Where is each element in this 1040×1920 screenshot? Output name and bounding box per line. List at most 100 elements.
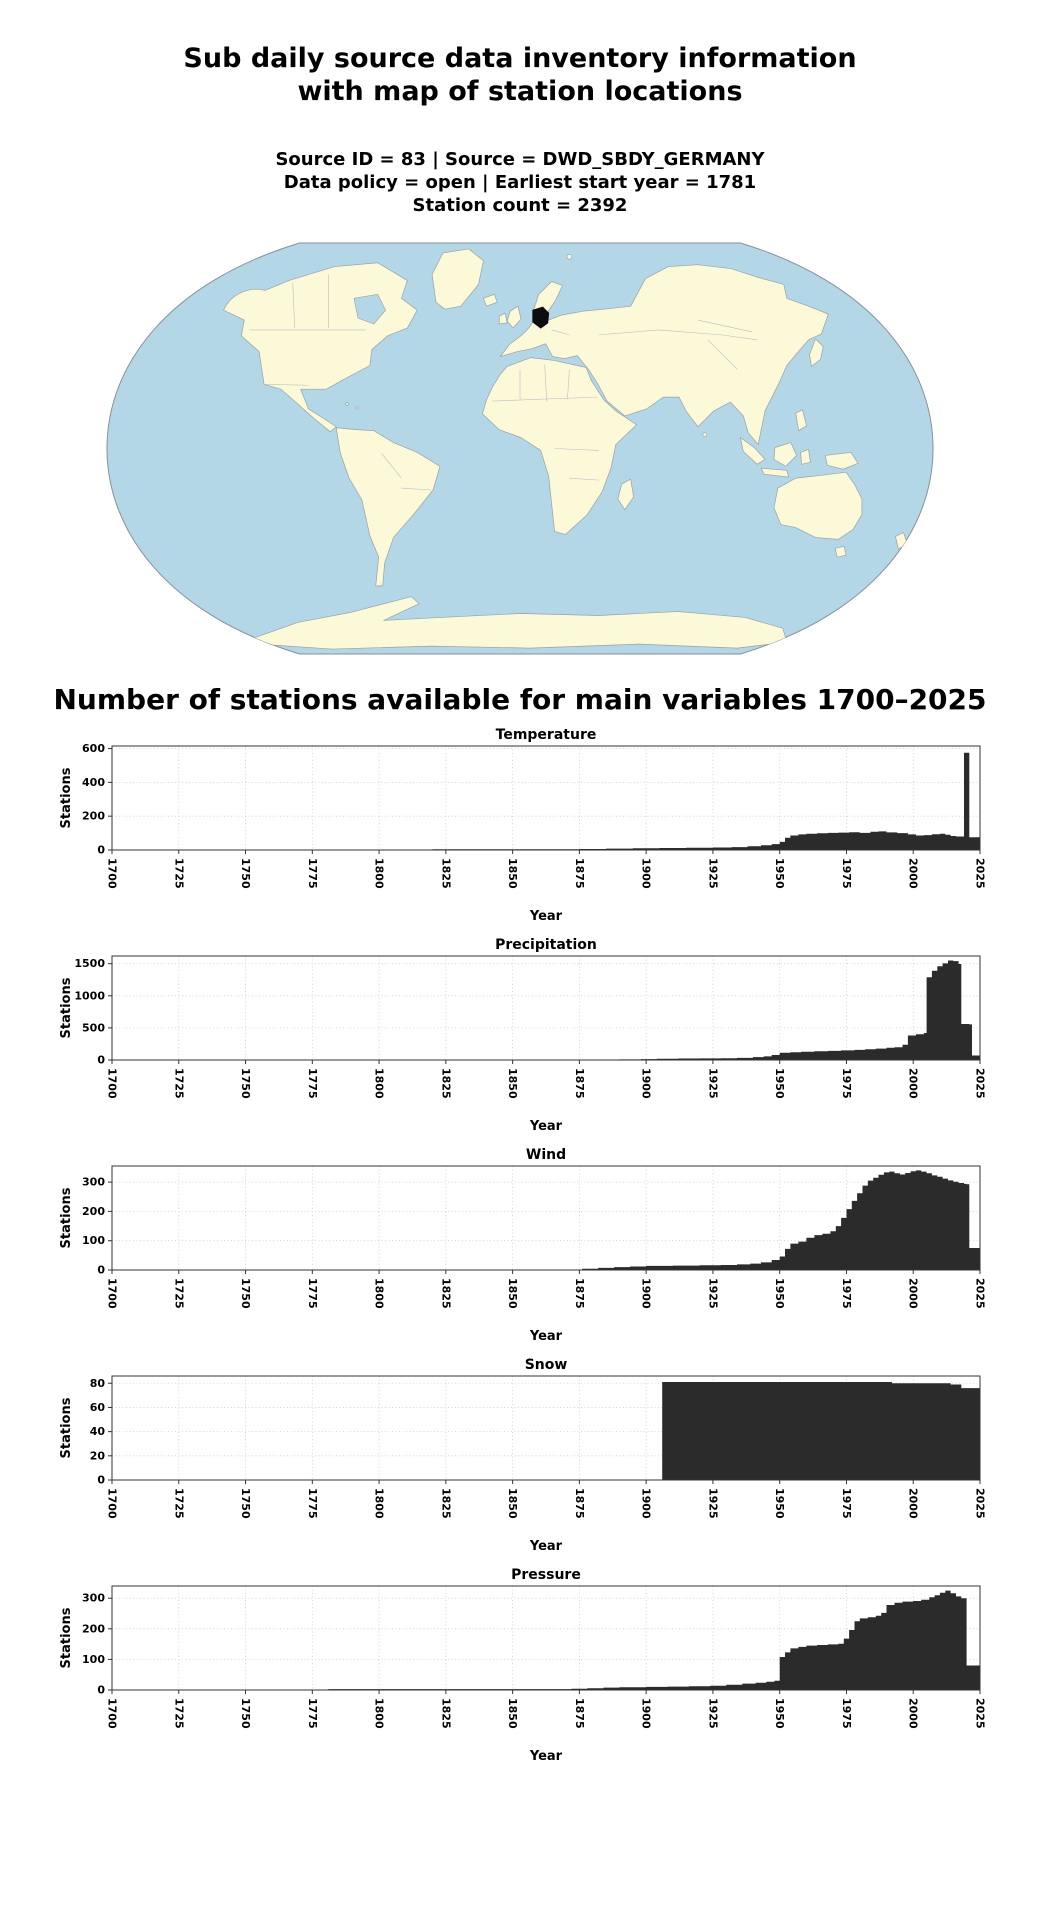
x-tick-label: 1800 [373, 1278, 386, 1309]
chart-title: Pressure [511, 1567, 581, 1583]
y-tick-label: 500 [82, 1021, 105, 1034]
gridlines [111, 956, 981, 1061]
y-axis-label: Stations [59, 1397, 74, 1458]
country-borders [249, 274, 758, 491]
chart-precipitation: Precipitation 0 500 1000 1500 1700 1725 1750 177… [59, 937, 987, 1134]
chart-wind: Wind 0 100 200 300 1700 1725 1750 1775 1800 1825 18… [59, 1147, 987, 1344]
y-tick-label: 1000 [74, 989, 105, 1002]
y-tick-label: 20 [90, 1449, 106, 1462]
island-madagascar [617, 478, 634, 511]
y-axis-label: Stations [59, 977, 74, 1038]
x-tick-label: 1900 [640, 1278, 653, 1309]
y-tick-label: 0 [97, 844, 105, 857]
chart-title: Snow [525, 1357, 568, 1373]
x-tick-label: 1975 [840, 1698, 853, 1729]
x-tick-label: 2025 [974, 1698, 987, 1729]
y-tick-label: 0 [97, 1054, 105, 1067]
x-tick-label: 1750 [239, 1278, 252, 1309]
island-iceland [483, 294, 498, 307]
island-java [760, 467, 790, 478]
x-tick-label: 1975 [840, 1278, 853, 1309]
island-philippines [795, 409, 807, 432]
island-great-britain [506, 305, 522, 329]
chart-title: Precipitation [495, 937, 597, 953]
y-tick-label: 0 [97, 1474, 105, 1487]
x-tick-label: 2025 [974, 1278, 987, 1309]
x-tick-label: 1725 [172, 1068, 185, 1099]
x-tick-label: 1975 [840, 858, 853, 889]
y-tick-label: 80 [90, 1377, 106, 1390]
x-tick-label: 1750 [239, 1488, 252, 1519]
figure-header: Sub daily source data inventory informat… [0, 42, 1040, 217]
y-tick-label: 200 [82, 1205, 105, 1218]
data-policy-line: Data policy = open | Earliest start year… [283, 172, 757, 193]
y-tick-label: 1500 [74, 957, 105, 970]
x-axis-label: Year [529, 1119, 563, 1134]
hudson-bay [353, 294, 386, 325]
source-summary: Source ID = 83 | Source = DWD_SBDY_GERMA… [0, 148, 1040, 217]
x-tick-label: 1950 [773, 858, 786, 889]
x-tick-label: 1875 [573, 1488, 586, 1519]
x-tick-label: 1900 [640, 1488, 653, 1519]
x-tick-label: 1800 [373, 858, 386, 889]
island-svalbard [566, 254, 573, 260]
island-tasmania [834, 545, 847, 558]
page-title-line2: with map of station locations [297, 76, 743, 107]
x-tick-label: 1875 [573, 1278, 586, 1309]
island-sumatra [739, 437, 766, 465]
page-title: Sub daily source data inventory informat… [0, 42, 1040, 108]
x-tick-label: 1725 [172, 1278, 185, 1309]
page-title-line1: Sub daily source data inventory informat… [183, 43, 857, 74]
world-map-robinson [106, 242, 934, 655]
island-caribbean-1 [345, 402, 349, 406]
island-ireland [498, 312, 508, 325]
x-tick-label: 1775 [306, 1278, 319, 1309]
x-tick-label: 1950 [773, 1068, 786, 1099]
x-tick-label: 1875 [573, 1698, 586, 1729]
x-tick-label: 1875 [573, 858, 586, 889]
island-caribbean-2 [355, 406, 359, 410]
x-tick-label: 1750 [239, 1068, 252, 1099]
y-tick-label: 100 [82, 1234, 105, 1247]
station-count-area [112, 1382, 980, 1480]
x-tick-label: 1850 [506, 1698, 519, 1729]
x-tick-label: 1775 [306, 1068, 319, 1099]
x-tick-label: 1925 [706, 1278, 719, 1309]
station-count-area [112, 752, 980, 850]
y-tick-label: 600 [82, 742, 105, 755]
charts-section-heading: Number of stations available for main va… [53, 683, 987, 716]
x-tick-label: 1975 [840, 1068, 853, 1099]
x-tick-label: 2000 [907, 1068, 920, 1099]
plot-frame [111, 745, 981, 851]
x-axis-label: Year [529, 1749, 563, 1764]
island-new-zealand-south [901, 546, 914, 563]
chart-title: Temperature [496, 727, 597, 743]
y-tick-label: 300 [82, 1592, 105, 1605]
x-tick-label: 1950 [773, 1488, 786, 1519]
x-tick-label: 1775 [306, 1698, 319, 1729]
station-count-area [112, 1170, 980, 1270]
x-tick-label: 1850 [506, 1278, 519, 1309]
y-tick-label: 0 [97, 1264, 105, 1277]
charts-section: Temperature 0 200 400 600 1700 1725 1750 1775 180… [0, 724, 1040, 1770]
landmass-south-america [335, 427, 441, 587]
x-tick-label: 1825 [439, 1068, 452, 1099]
x-axis-label: Year [529, 909, 563, 924]
x-tick-label: 1800 [373, 1068, 386, 1099]
x-tick-label: 1925 [706, 1698, 719, 1729]
station-count-area [112, 1590, 980, 1690]
x-tick-label: 1800 [373, 1698, 386, 1729]
plot-frame [111, 1165, 981, 1271]
landmass-africa [482, 357, 637, 535]
x-tick-label: 1700 [106, 1488, 119, 1519]
x-tick-label: 1900 [640, 1068, 653, 1099]
highlighted-country-germany [532, 306, 550, 329]
x-tick-label: 1825 [439, 1278, 452, 1309]
x-tick-label: 2000 [907, 1698, 920, 1729]
x-tick-label: 1725 [172, 1488, 185, 1519]
landmass-australia [773, 471, 863, 540]
y-tick-label: 400 [82, 776, 105, 789]
island-sri-lanka [702, 432, 708, 437]
station-location-map [105, 241, 935, 656]
x-tick-label: 1725 [172, 1698, 185, 1729]
